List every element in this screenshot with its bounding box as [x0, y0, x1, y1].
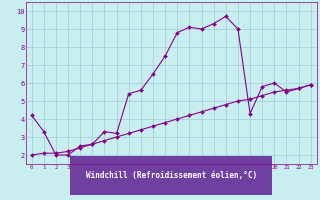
- X-axis label: Windchill (Refroidissement éolien,°C): Windchill (Refroidissement éolien,°C): [86, 171, 257, 180]
